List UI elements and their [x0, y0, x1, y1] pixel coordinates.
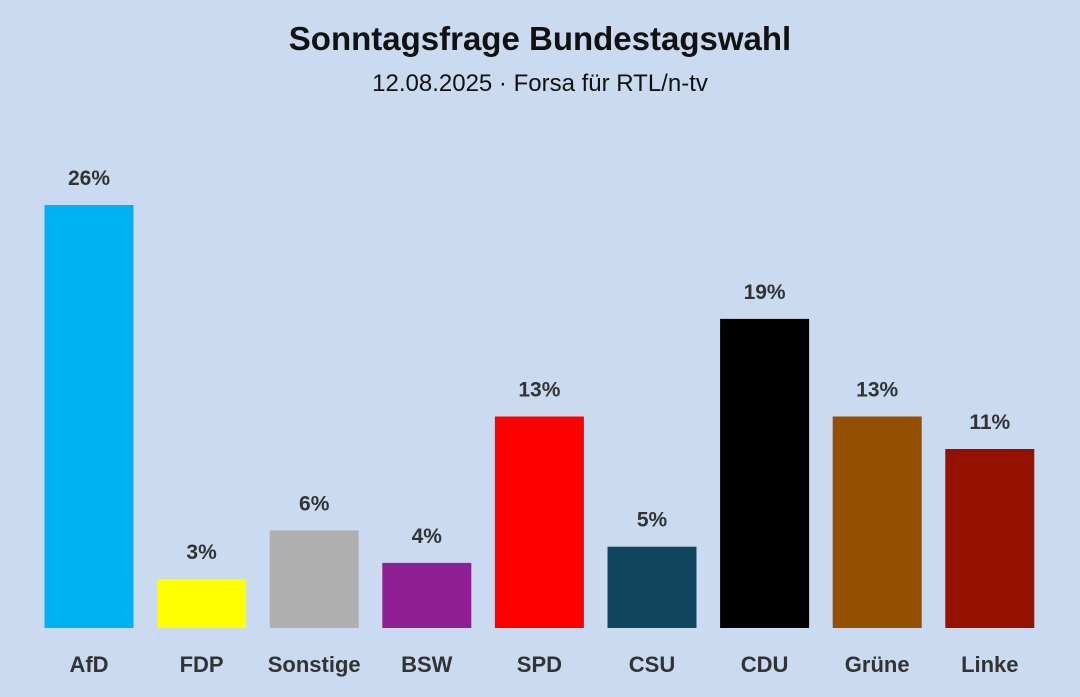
bar-spd — [494, 416, 584, 628]
x-tick-label: BSW — [401, 652, 453, 677]
x-tick-label: Grüne — [845, 652, 910, 677]
bar-fdp — [157, 579, 247, 628]
data-label: 11% — [969, 411, 1010, 434]
chart-subtitle: 12.08.2025 · Forsa für RTL/n-tv — [372, 70, 708, 97]
data-label: 3% — [186, 541, 217, 564]
x-tick-label: CSU — [629, 652, 675, 677]
bar-sonstige — [269, 530, 359, 628]
bar-linke — [945, 449, 1035, 628]
bar-bsw — [382, 562, 472, 628]
data-label: 6% — [299, 492, 330, 515]
x-tick-label: Linke — [961, 652, 1018, 677]
data-label: 26% — [68, 167, 110, 190]
x-tick-label: FDP — [180, 652, 224, 677]
bar-afd — [44, 205, 134, 628]
x-tick-label: Sonstige — [268, 652, 361, 677]
x-tick-label: SPD — [517, 652, 562, 677]
bar-gr-ne — [832, 416, 922, 628]
data-label: 13% — [518, 379, 560, 402]
x-tick-label: AfD — [69, 652, 108, 677]
data-label: 5% — [637, 509, 668, 532]
x-tick-label: CDU — [741, 652, 789, 677]
data-label: 4% — [412, 525, 443, 548]
chart-title: Sonntagsfrage Bundestagswahl — [288, 20, 792, 57]
bar-cdu — [720, 318, 810, 628]
bar-csu — [607, 546, 697, 628]
data-label: 13% — [856, 379, 898, 402]
data-label: 19% — [744, 281, 786, 304]
